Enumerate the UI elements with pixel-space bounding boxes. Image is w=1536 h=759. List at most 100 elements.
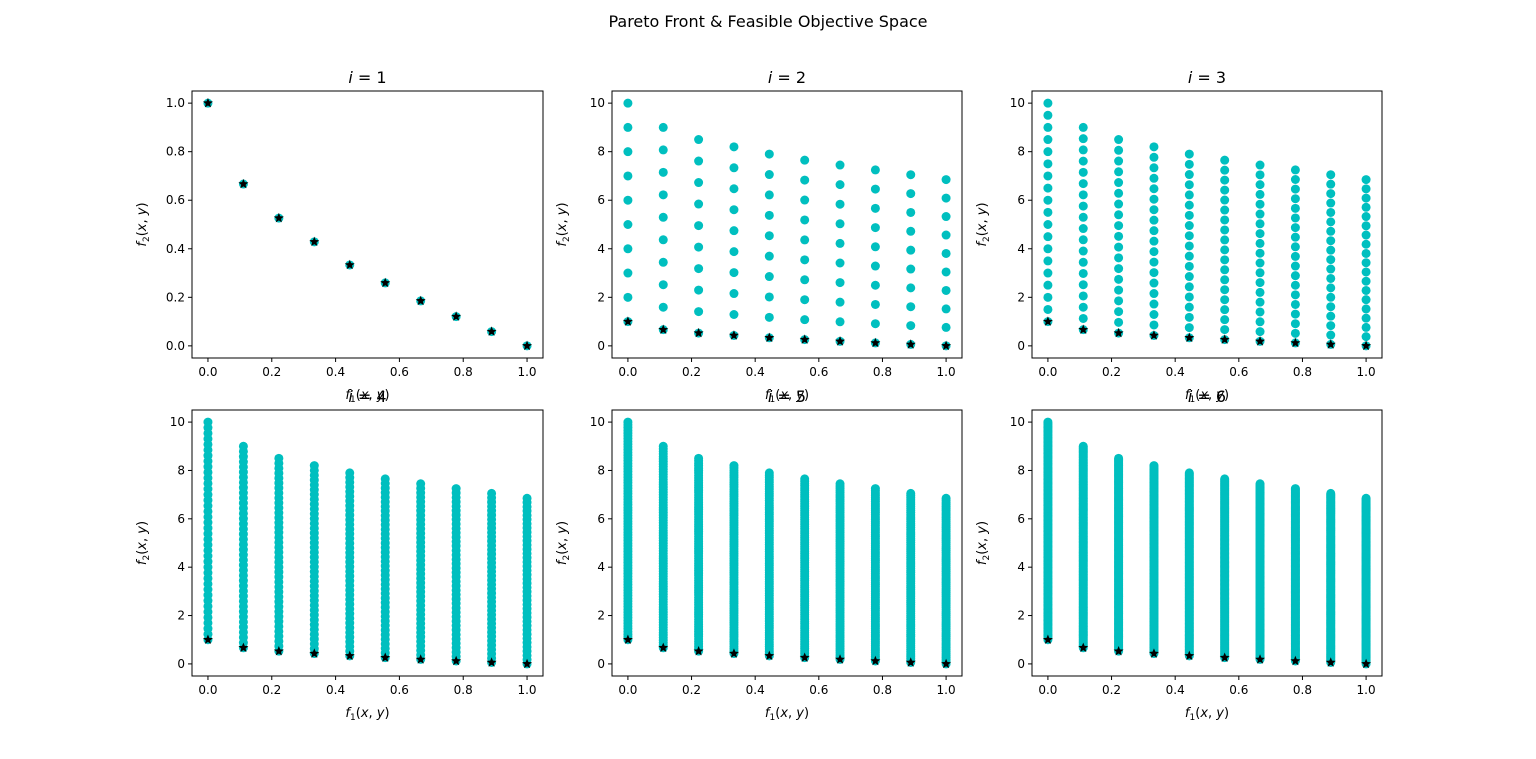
feasible-point (729, 289, 739, 299)
feasible-point (1149, 257, 1159, 267)
feasible-point (1290, 309, 1300, 319)
feasible-point (1078, 156, 1088, 166)
feasible-point (764, 272, 774, 282)
feasible-point (1149, 247, 1159, 257)
feasible-point (1184, 468, 1194, 478)
feasible-point (1149, 299, 1159, 309)
feasible-point (1255, 479, 1265, 489)
feasible-point (1184, 221, 1194, 231)
pareto-point (1325, 657, 1336, 667)
feasible-point (800, 175, 810, 185)
feasible-point (1220, 235, 1230, 245)
feasible-point (800, 295, 810, 305)
feasible-point (694, 264, 704, 274)
pareto-point (451, 655, 462, 666)
feasible-point (1149, 205, 1159, 215)
feasible-point (1326, 273, 1336, 283)
feasible-point (1361, 212, 1371, 222)
subplot-title: i = 4 (348, 387, 386, 406)
feasible-point (1114, 453, 1124, 463)
feasible-point (1361, 248, 1371, 258)
y-tick-label: 1.0 (166, 96, 185, 110)
feasible-point (1114, 242, 1124, 252)
feasible-point (1149, 289, 1159, 299)
feasible-point (1043, 110, 1053, 120)
y-tick-label: 8 (597, 463, 605, 477)
pareto-point (1219, 652, 1230, 662)
feasible-point (1255, 327, 1265, 337)
y-tick-label: 2 (1017, 290, 1025, 304)
feasible-point (451, 484, 461, 494)
feasible-point (870, 223, 880, 233)
feasible-point (658, 212, 668, 222)
x-tick-label: 0.0 (198, 683, 217, 697)
feasible-point (1149, 194, 1159, 204)
feasible-point (274, 453, 284, 463)
subplot-title: i = 6 (1188, 387, 1226, 406)
pareto-point (344, 259, 355, 270)
feasible-point (694, 221, 704, 231)
y-tick-label: 0 (1017, 339, 1025, 353)
feasible-point (1220, 255, 1230, 265)
feasible-point (487, 488, 497, 498)
feasible-point (1326, 198, 1336, 208)
pareto-point (658, 324, 669, 334)
y-tick-label: 0 (177, 657, 185, 671)
pareto-series (622, 634, 952, 669)
x-tick-label: 0.4 (326, 683, 345, 697)
figure-title: Pareto Front & Feasible Objective Space (608, 12, 928, 31)
pareto-point (1290, 337, 1301, 348)
feasible-point (1290, 232, 1300, 242)
feasible-point (1114, 274, 1124, 284)
feasible-point (658, 302, 668, 312)
feasible-point (1114, 317, 1124, 327)
feasible-point (658, 145, 668, 155)
feasible-point (1361, 304, 1371, 314)
y-tick-label: 10 (590, 96, 605, 110)
feasible-point (1255, 287, 1265, 297)
feasible-point (1290, 328, 1300, 338)
pareto-point (658, 642, 669, 652)
feasible-point (800, 275, 810, 285)
feasible-point (870, 280, 880, 290)
feasible-point (729, 247, 739, 257)
feasible-point (1361, 276, 1371, 286)
feasible-point (1149, 320, 1159, 330)
x-axis-label: f1(x, y) (1185, 388, 1229, 405)
feasible-point (1114, 264, 1124, 274)
feasible-point (1255, 307, 1265, 317)
x-tick-label: 1.0 (517, 683, 536, 697)
pareto-point (1325, 339, 1336, 349)
feasible-point (835, 479, 845, 489)
feasible-point (1149, 152, 1159, 162)
feasible-point (1078, 145, 1088, 155)
pareto-point (1078, 324, 1089, 334)
feasible-point (941, 212, 951, 222)
feasible-point (941, 175, 951, 185)
feasible-point (1114, 221, 1124, 231)
y-tick-label: 2 (1017, 609, 1025, 623)
feasible-point (1220, 215, 1230, 225)
feasible-point (1361, 230, 1371, 240)
pareto-point (941, 658, 952, 669)
feasible-point (1078, 280, 1088, 290)
feasible-point (1078, 224, 1088, 234)
subplot-3: i = 3 0.0 0.2 0.4 0.6 0.8 1.0 0 2 4 6 8 10 f1(x, y) f2… (975, 68, 1383, 405)
x-tick-label: 0.6 (1229, 683, 1248, 697)
subplot-5: i = 5 0.0 0.2 0.4 0.6 0.8 1.0 0 2 4 6 8 10 f1(x, y) f2… (555, 387, 963, 723)
feasible-point (835, 258, 845, 268)
feasible-point (1149, 173, 1159, 183)
feasible-point (1255, 238, 1265, 248)
pareto-point (835, 336, 845, 346)
feasible-point (1078, 235, 1088, 245)
feasible-point (1326, 217, 1336, 227)
feasible-point (623, 98, 633, 108)
pareto-point (415, 295, 426, 306)
x-tick-label: 0.2 (682, 683, 701, 697)
feasible-point (835, 278, 845, 288)
feasible-point (1184, 180, 1194, 190)
feasible-point (764, 210, 774, 220)
y-tick-label: 0.8 (166, 145, 185, 159)
feasible-point (1290, 484, 1300, 494)
feasible-point (1220, 205, 1230, 215)
